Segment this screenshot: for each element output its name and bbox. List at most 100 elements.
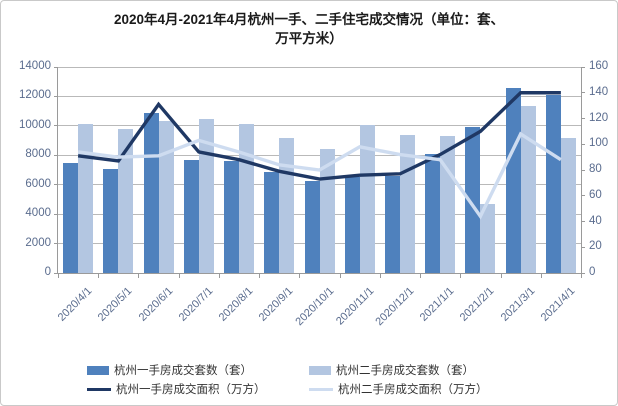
right-axis-tick-label: 0 <box>589 266 596 278</box>
gridline <box>58 125 581 127</box>
legend-label: 杭州一手房成交面积（万方） <box>116 384 266 396</box>
x-axis-tick <box>178 274 180 278</box>
x-axis-category-label: 2020/9/1 <box>256 285 296 324</box>
chart-title: 2020年4月-2021年4月杭州一手、二手住宅成交情况（单位：套、 万平方米） <box>1 10 617 48</box>
right-axis-tick-label: 160 <box>589 60 609 72</box>
x-axis-category-label: 2021/4/1 <box>538 285 578 324</box>
left-axis-tick <box>54 184 58 186</box>
gridline <box>58 95 581 97</box>
right-axis-tick-label: 120 <box>589 111 609 124</box>
left-axis-tick-label: 12000 <box>19 89 51 102</box>
bar-secondhand-homes-cat1 <box>118 128 134 273</box>
legend-item: 杭州二手房成交面积（万方） <box>309 381 531 397</box>
x-axis-category-label: 2020/7/1 <box>176 285 216 324</box>
left-axis-tick-label: 10000 <box>19 118 51 131</box>
gridline <box>58 66 581 68</box>
chart-title-line1: 2020年4月-2021年4月杭州一手、二手住宅成交情况（单位：套、 <box>113 12 505 27</box>
x-axis-category-label: 2020/4/1 <box>55 285 95 324</box>
left-axis-tick <box>54 272 58 274</box>
x-axis-tick <box>138 274 140 278</box>
legend-item: 杭州一手房成交面积（万方） <box>87 381 309 397</box>
bar-new-homes-cat10 <box>465 127 481 273</box>
right-axis-tick <box>581 246 585 248</box>
bar-secondhand-homes-cat11 <box>520 105 536 273</box>
x-axis-category-label: 2020/12/1 <box>373 285 417 329</box>
right-axis-tick-label: 140 <box>589 85 609 98</box>
bar-new-homes-cat12 <box>545 94 561 273</box>
left-axis-tick-label: 4000 <box>25 207 51 220</box>
bar-new-homes-cat11 <box>505 88 521 273</box>
bar-secondhand-homes-cat8 <box>399 135 415 273</box>
bar-secondhand-homes-cat4 <box>239 124 255 273</box>
bar-new-homes-cat0 <box>63 163 79 273</box>
left-axis-tick-label: 14000 <box>19 60 51 72</box>
right-axis-tick <box>581 143 585 145</box>
x-axis-tick <box>581 274 582 278</box>
legend-bar-swatch-icon <box>309 365 331 375</box>
right-axis-tick <box>581 195 585 197</box>
chart-title-line2: 万平方米） <box>275 31 343 46</box>
x-axis-tick <box>98 274 100 278</box>
bar-secondhand-homes-cat6 <box>319 149 335 273</box>
bar-new-homes-cat4 <box>224 161 240 273</box>
x-axis-category-label: 2021/3/1 <box>498 285 538 324</box>
bar-new-homes-cat8 <box>384 175 400 273</box>
x-axis-tick <box>218 274 220 278</box>
legend-line-swatch-icon <box>87 387 111 391</box>
y-axis-right <box>581 67 582 274</box>
right-axis-tick-label: 40 <box>589 214 602 227</box>
x-axis-category-label: 2020/8/1 <box>216 285 256 324</box>
bar-new-homes-cat1 <box>103 169 119 273</box>
right-axis-tick <box>581 118 585 119</box>
x-axis-tick <box>420 274 422 278</box>
legend-item: 杭州二手房成交套数（套） <box>309 362 531 378</box>
right-axis-tick <box>581 66 585 68</box>
legend-row: 杭州一手房成交套数（套） 杭州二手房成交套数（套） <box>87 362 531 378</box>
x-axis-category-label: 2020/6/1 <box>136 285 176 324</box>
bar-secondhand-homes-cat0 <box>78 124 94 273</box>
right-axis-tick-label: 80 <box>589 163 602 175</box>
right-axis-tick-label: 100 <box>589 137 609 150</box>
right-axis-tick <box>581 92 585 94</box>
right-axis-tick <box>581 272 585 274</box>
bar-secondhand-homes-cat10 <box>480 203 496 273</box>
x-axis-tick <box>379 274 381 278</box>
bar-secondhand-homes-cat5 <box>279 137 295 273</box>
x-axis-tick <box>540 274 542 278</box>
left-axis-tick-label: 6000 <box>25 177 51 190</box>
x-axis-tick <box>58 274 59 278</box>
bar-new-homes-cat3 <box>183 160 199 273</box>
legend-row: 杭州一手房成交面积（万方） 杭州二手房成交面积（万方） <box>87 381 531 397</box>
left-axis-tick-label: 8000 <box>25 148 51 161</box>
bar-new-homes-cat9 <box>425 153 441 273</box>
bar-secondhand-homes-cat7 <box>359 125 375 273</box>
left-axis-tick <box>54 154 58 156</box>
left-axis-tick-label: 0 <box>44 266 51 278</box>
legend-label: 杭州二手房成交面积（万方） <box>338 384 488 396</box>
x-axis-tick <box>460 274 462 278</box>
bar-new-homes-cat2 <box>143 113 159 273</box>
left-axis-tick <box>54 125 58 127</box>
bar-secondhand-homes-cat12 <box>560 137 576 273</box>
x-axis-category-label: 2021/2/1 <box>458 285 497 324</box>
bar-new-homes-cat5 <box>264 172 280 273</box>
legend-bar-swatch-icon <box>87 365 109 375</box>
bar-secondhand-homes-cat2 <box>158 121 174 273</box>
left-axis-tick <box>54 95 58 97</box>
x-axis-category-label: 2020/5/1 <box>96 285 135 324</box>
right-axis-tick <box>581 169 585 171</box>
legend-line-swatch-icon <box>309 387 333 391</box>
right-axis-tick-label: 60 <box>589 188 602 201</box>
x-axis-tick <box>339 274 341 278</box>
legend-item: 杭州一手房成交套数（套） <box>87 362 309 378</box>
x-axis-category-label: 2020/11/1 <box>333 285 377 328</box>
legend-label: 杭州二手房成交套数（套） <box>336 365 474 377</box>
bar-secondhand-homes-cat9 <box>440 136 456 273</box>
x-axis-category-label: 2021/1/1 <box>417 285 457 324</box>
x-axis-tick <box>500 274 502 278</box>
left-axis-tick <box>54 243 58 245</box>
chart-legend: 杭州一手房成交套数（套） 杭州二手房成交套数（套） 杭州一手房成交面积（万方） 杭州二… <box>1 362 617 397</box>
x-axis-tick <box>299 274 301 278</box>
right-axis-tick-label: 20 <box>589 240 602 253</box>
